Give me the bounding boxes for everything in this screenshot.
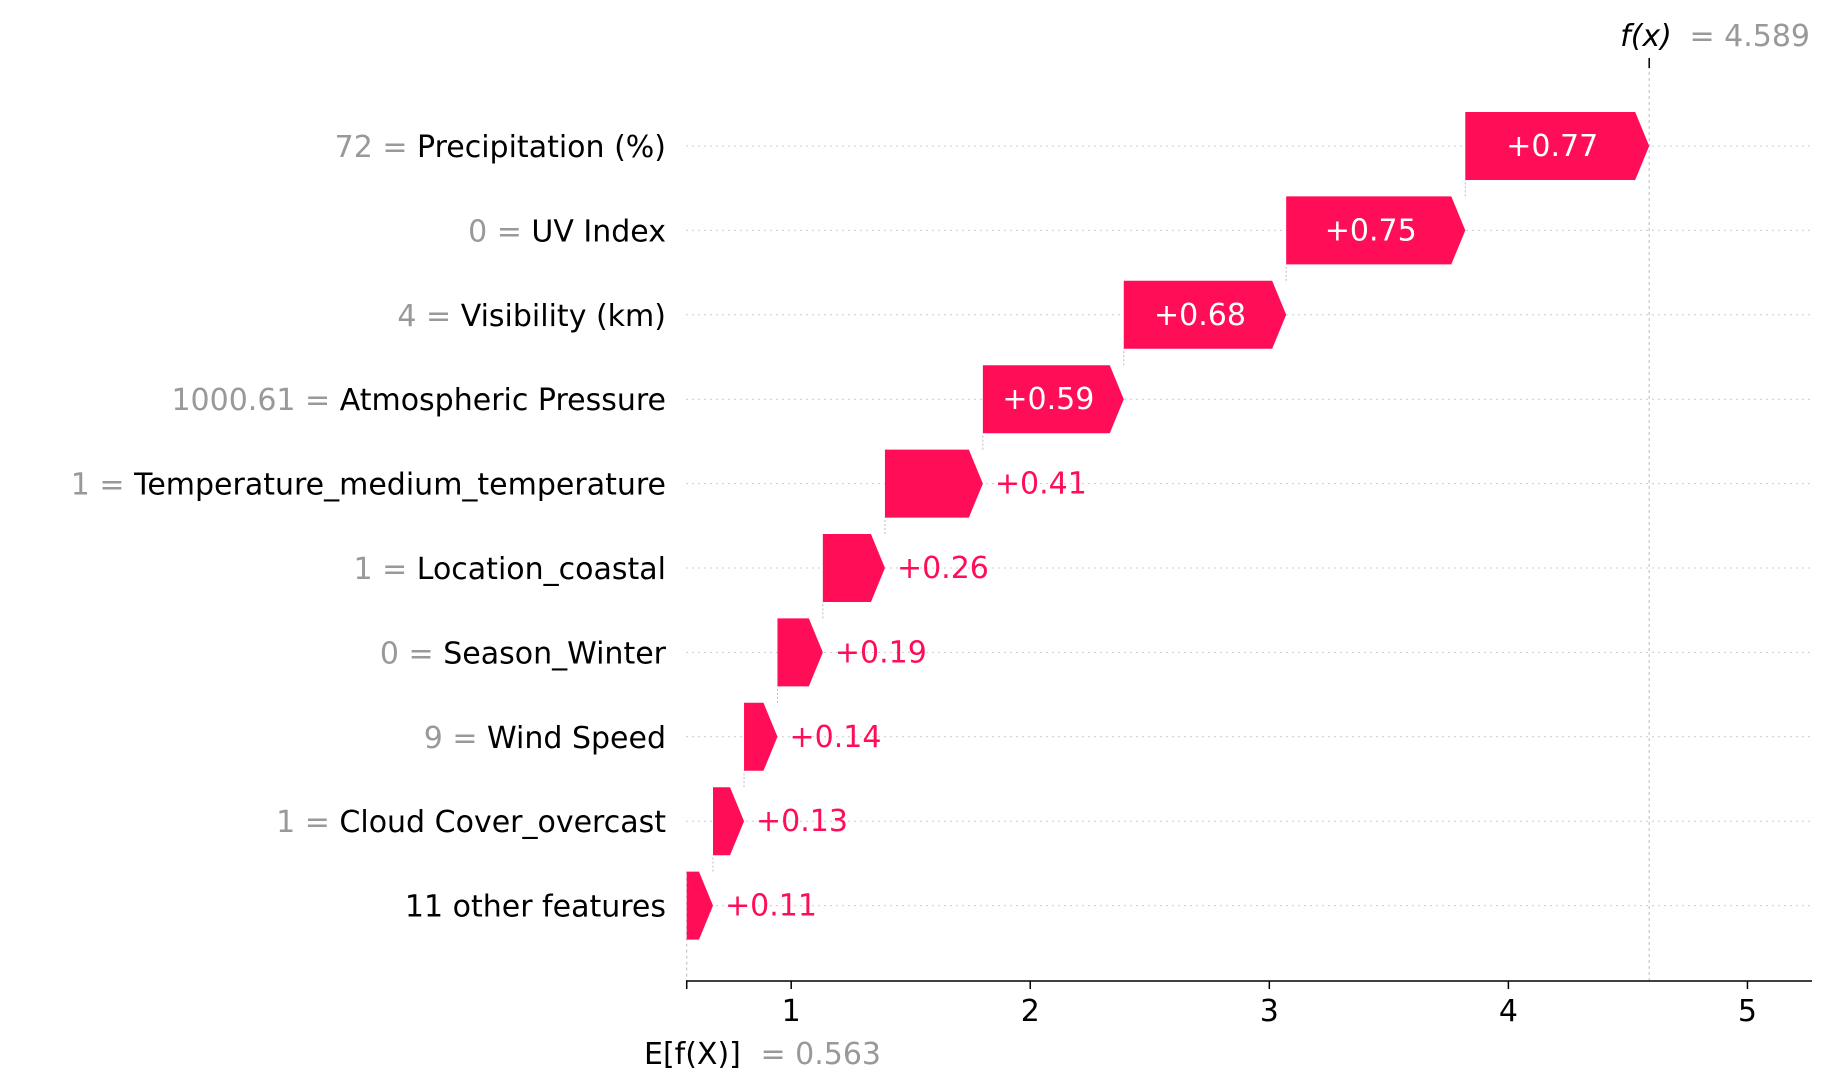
bar-4 [982,365,1124,434]
x-tick-label: 4 [1499,994,1518,1029]
bar-value-label: +0.11 [725,889,817,924]
feature-value: 1 = [353,552,416,587]
feature-label: 1 = Cloud Cover_overcast [276,805,666,840]
base-value-text: = 0.563 [760,1037,881,1072]
feature-name: Temperature_medium_temperature [133,468,666,503]
feature-value: 1 = [71,468,134,503]
bar-5 [884,449,983,518]
base-value-label: E[f(X)] = 0.563 [644,1037,881,1072]
bar-value-label: +0.41 [995,467,1087,502]
feature-value: 1000.61 = [171,383,339,418]
feature-value: 4 = [397,299,460,334]
bar-value-label: +0.14 [789,720,881,755]
x-tick-label: 2 [1021,994,1040,1029]
bar-2 [1286,196,1466,265]
bar-value-label: +0.13 [756,804,848,839]
feature-labels: 72 = Precipitation (%) 0 = UV Index 4 = Vi… [71,130,667,925]
bar-3 [1123,280,1287,349]
final-value-label: f(x) = 4.589 [1620,19,1810,54]
final-value-symbol: f(x) [1620,19,1672,54]
feature-label: 72 = Precipitation (%) [335,130,666,165]
feature-value: 0 = [468,214,531,249]
feature-value: 0 = [380,636,443,671]
feature-name: Visibility (km) [461,299,666,334]
bar-value-label: +0.75 [1325,213,1417,248]
bar-value-label: +0.68 [1154,298,1246,333]
bar-10 [686,871,713,940]
feature-name: Cloud Cover_overcast [339,805,666,840]
x-axis: 1 2 3 4 5 [685,58,1812,1029]
bar-value-label: +0.19 [835,635,927,670]
bars: +0.77 +0.75 +0.68 +0.59 +0.41 +0.26 +0.19 +0.14… [686,112,1650,940]
bar-value-label: +0.59 [1002,382,1094,417]
annotations: f(x) = 4.589 E[f(X)] = 0.563 [644,19,1810,1072]
base-value-symbol: E[f(X)] [644,1037,741,1072]
feature-label: 11 other features [405,890,666,925]
feature-label: 0 = Season_Winter [380,636,667,671]
bar-value-label: +0.77 [1506,129,1598,164]
feature-label: 1 = Location_coastal [353,552,666,587]
bar-8 [744,702,778,771]
bar-7 [777,618,823,687]
feature-value: 9 = [424,721,487,756]
feature-name: Precipitation (%) [417,130,666,165]
x-tick-label: 1 [782,994,801,1029]
bar-9 [712,787,745,856]
final-value-text: = 4.589 [1689,19,1810,54]
feature-value: 72 = [335,130,417,165]
feature-label: 0 = UV Index [468,214,666,249]
feature-label: 1 = Temperature_medium_temperature [71,468,666,503]
bar-6 [822,534,885,602]
feature-label: 4 = Visibility (km) [397,299,666,334]
feature-name: Season_Winter [443,636,666,671]
feature-label: 9 = Wind Speed [424,721,666,756]
feature-name: UV Index [531,214,666,249]
feature-name: 11 other features [405,890,666,925]
bar-value-label: +0.26 [897,551,989,586]
feature-name: Atmospheric Pressure [340,383,666,418]
x-tick-label: 5 [1738,994,1757,1029]
feature-name: Wind Speed [487,721,666,756]
x-tick-label: 3 [1260,994,1279,1029]
feature-name: Location_coastal [417,552,666,587]
bar-1 [1465,112,1650,180]
connector-lines [686,60,1650,981]
feature-value: 1 = [276,805,339,840]
feature-label: 1000.61 = Atmospheric Pressure [171,383,666,418]
grid-lines [686,145,1812,907]
